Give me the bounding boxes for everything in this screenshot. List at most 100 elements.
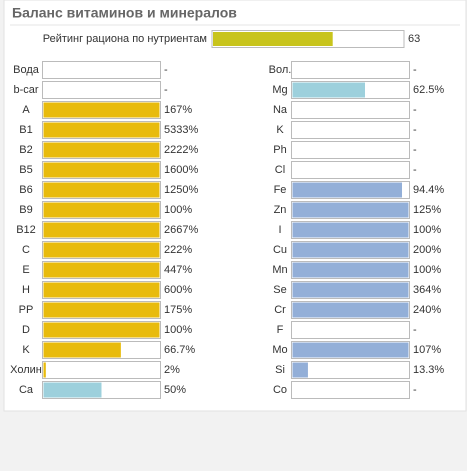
nutrient-name: A — [22, 104, 30, 116]
nutrient-name: Mn — [272, 264, 287, 276]
nutrient-value: - — [164, 84, 168, 96]
nutrient-name: B5 — [19, 164, 32, 176]
nutrient-value: - — [413, 164, 417, 176]
nutrient-name: E — [22, 264, 29, 276]
bar-frame — [42, 361, 161, 379]
nutrient-name: Холин — [10, 364, 42, 376]
nutrient-value: 66.7% — [164, 344, 195, 356]
title: Баланс витаминов и минералов — [12, 5, 237, 21]
nutrient-value: 125% — [413, 204, 441, 216]
nutrient-value: 13.3% — [413, 364, 444, 376]
nutrient-value: 447% — [164, 264, 192, 276]
nutrient-bar — [292, 82, 365, 98]
nutrient-name: PP — [19, 304, 34, 316]
nutrient-name: Mg — [272, 84, 287, 96]
nutrient-bar — [43, 222, 160, 238]
nutrient-bar — [43, 102, 160, 118]
nutrient-name: F — [277, 324, 284, 336]
nutrient-bar — [43, 262, 160, 278]
nutrient-value: - — [413, 324, 417, 336]
nutrient-bar — [43, 382, 102, 398]
nutrient-bar — [292, 182, 403, 198]
nutrient-value: 1250% — [164, 184, 198, 196]
nutrient-name: C — [22, 244, 30, 256]
nutrient-bar — [43, 122, 160, 138]
nutrient-name: Ph — [273, 144, 286, 156]
nutrient-name: B9 — [19, 204, 32, 216]
nutrient-value: 50% — [164, 384, 186, 396]
nutrient-bar — [292, 202, 409, 218]
nutrient-name: Se — [273, 284, 286, 296]
nutrient-name: I — [278, 224, 281, 236]
nutrient-bar — [292, 282, 409, 298]
nutrient-bar — [43, 302, 160, 318]
nutrient-value: 222% — [164, 244, 192, 256]
nutrient-name: K — [22, 344, 30, 356]
nutrient-value: 1600% — [164, 164, 198, 176]
nutrient-name: Вол. — [269, 64, 292, 76]
rating-label: Рейтинг рациона по нутриентам — [43, 33, 207, 45]
nutrient-bar — [43, 242, 160, 258]
nutrient-bar — [43, 322, 160, 338]
nutrient-bar — [43, 142, 160, 158]
nutrient-value: - — [413, 104, 417, 116]
nutrient-bar — [292, 342, 409, 358]
bar-frame — [291, 121, 410, 139]
nutrient-value: 200% — [413, 244, 441, 256]
nutrient-value: - — [164, 64, 168, 76]
bar-frame — [291, 321, 410, 339]
nutrient-name: Co — [273, 384, 287, 396]
bar-frame — [291, 361, 410, 379]
nutrient-value: 62.5% — [413, 84, 444, 96]
nutrient-value: 100% — [413, 224, 441, 236]
nutrient-value: 100% — [164, 324, 192, 336]
nutrient-value: 100% — [164, 204, 192, 216]
bar-frame — [291, 101, 410, 119]
nutrient-name: B6 — [19, 184, 32, 196]
bar-frame — [291, 61, 410, 79]
nutrient-name: Na — [273, 104, 288, 116]
nutrient-name: Si — [275, 364, 285, 376]
nutrient-value: 2% — [164, 364, 180, 376]
nutrient-name: K — [276, 124, 284, 136]
nutrient-value: 2667% — [164, 224, 198, 236]
nutrient-name: Cu — [273, 244, 287, 256]
nutrient-name: D — [22, 324, 30, 336]
nutrient-value: 167% — [164, 104, 192, 116]
nutrient-bar — [43, 202, 160, 218]
nutrient-bar — [43, 162, 160, 178]
bar-frame — [42, 61, 161, 79]
nutrient-name: Cr — [274, 304, 286, 316]
nutrient-name: B12 — [16, 224, 36, 236]
nutrient-name: Zn — [274, 204, 287, 216]
bar-frame — [291, 381, 410, 399]
nutrient-value: 107% — [413, 344, 441, 356]
nutrient-value: 100% — [413, 264, 441, 276]
nutrient-bar — [43, 282, 160, 298]
nutrient-value: 2222% — [164, 144, 198, 156]
nutrient-name: Fe — [274, 184, 287, 196]
nutrient-name: B1 — [19, 124, 32, 136]
nutrient-value: 94.4% — [413, 184, 444, 196]
nutrient-name: H — [22, 284, 30, 296]
nutrient-name: Cl — [275, 164, 285, 176]
nutrient-value: - — [413, 64, 417, 76]
nutrient-name: Вода — [13, 64, 40, 76]
nutrient-value: 600% — [164, 284, 192, 296]
nutrient-value: 364% — [413, 284, 441, 296]
nutrient-value: - — [413, 384, 417, 396]
rating-value: 63 — [408, 33, 420, 45]
nutrient-name: B2 — [19, 144, 32, 156]
nutrient-value: - — [413, 124, 417, 136]
nutrient-bar — [292, 242, 409, 258]
bar-frame — [291, 141, 410, 159]
rating-bar — [213, 32, 333, 46]
nutrient-name: Mo — [272, 344, 287, 356]
nutrient-value: 5333% — [164, 124, 198, 136]
nutrient-bar — [292, 222, 409, 238]
nutrient-value: 175% — [164, 304, 192, 316]
nutrient-bar — [43, 362, 46, 378]
nutrient-value: - — [413, 144, 417, 156]
